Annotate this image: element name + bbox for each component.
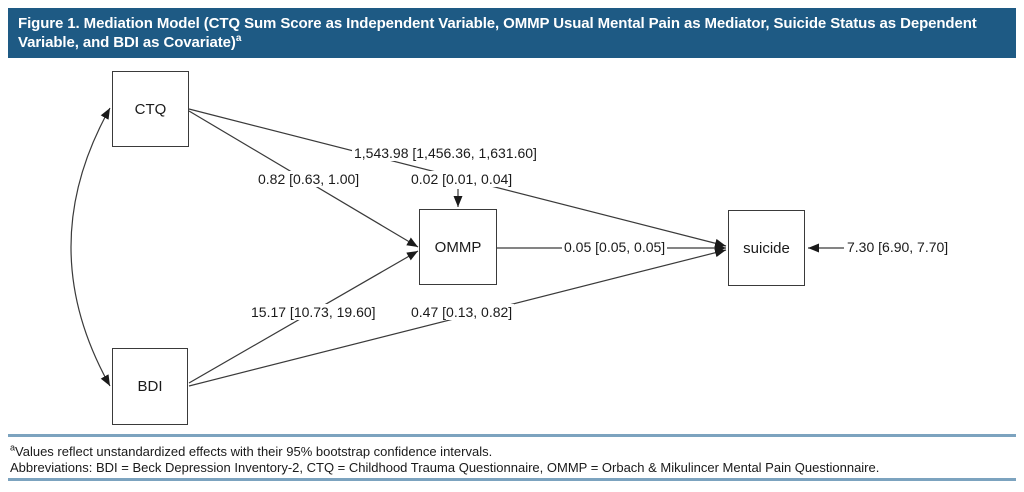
path-label-ommp-suicide: 0.05 [0.05, 0.05] <box>562 239 668 255</box>
node-bdi-label: BDI <box>137 378 163 395</box>
node-bdi: BDI <box>112 348 188 425</box>
path-label-bdi-ommp: 15.17 [10.73, 19.60] <box>249 304 378 320</box>
path-label-bdi-suicide: 0.47 [0.13, 0.82] <box>409 304 515 320</box>
path-label-constant-suicide: 7.30 [6.90, 7.70] <box>845 239 951 255</box>
footnote-divider-top <box>8 434 1016 437</box>
path-label-ctq-ommp: 0.82 [0.63, 1.00] <box>256 171 362 187</box>
footnote-divider-bottom <box>8 478 1016 481</box>
figure-title: Figure 1. Mediation Model (CTQ Sum Score… <box>18 15 977 51</box>
node-ctq: CTQ <box>112 71 189 147</box>
node-ommp: OMMP <box>419 209 497 285</box>
node-suicide-label: suicide <box>743 239 790 257</box>
path-label-ctq-suicide: 1,543.98 [1,456.36, 1,631.60] <box>352 145 539 161</box>
node-ommp-label: OMMP <box>434 238 482 256</box>
node-ctq-label: CTQ <box>134 100 167 118</box>
figure-title-bar: Figure 1. Mediation Model (CTQ Sum Score… <box>8 8 1016 58</box>
figure-title-superscript: a <box>235 33 242 44</box>
footnote-abbreviations: Abbreviations: BDI = Beck Depression Inv… <box>10 460 879 475</box>
path-label-constant-ommp: 0.02 [0.01, 0.04] <box>409 171 515 187</box>
footnote-superscript: a <box>10 442 16 453</box>
node-suicide: suicide <box>728 210 805 286</box>
footnote-values: aValues reflect unstandardized effects w… <box>10 442 493 459</box>
footnote-values-text: Values reflect unstandardized effects wi… <box>15 444 493 459</box>
footnote-abbreviations-text: Abbreviations: BDI = Beck Depression Inv… <box>10 460 880 475</box>
covariance-arrow-ctq-bdi <box>70 107 111 387</box>
